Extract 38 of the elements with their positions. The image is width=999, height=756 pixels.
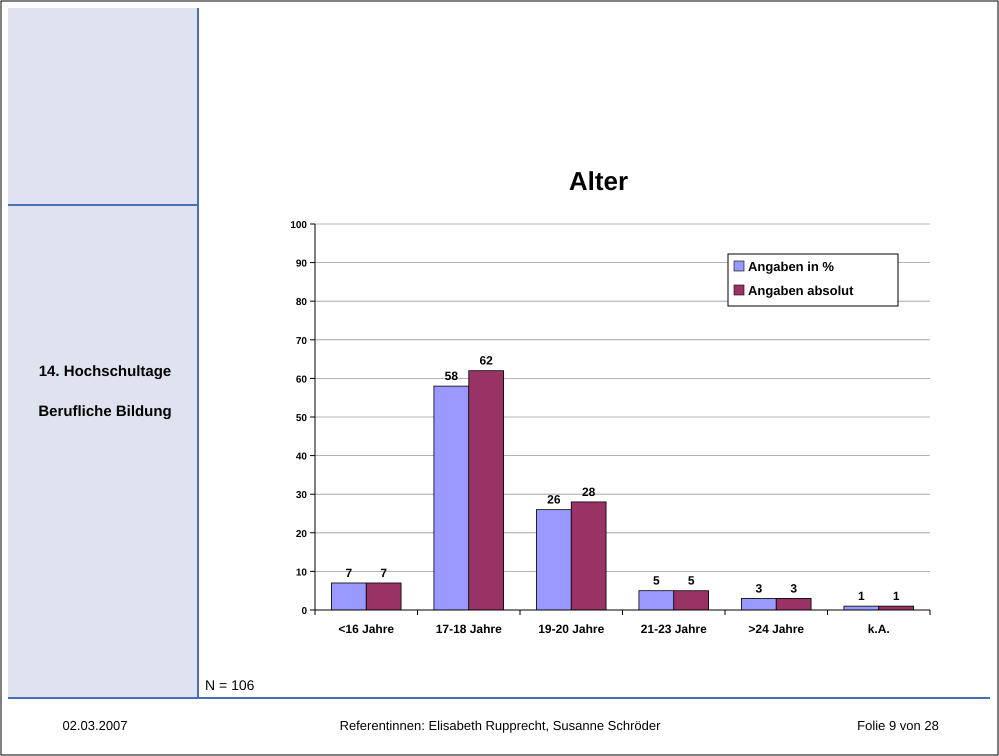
- y-tick-label: 70: [296, 336, 308, 347]
- y-tick-label: 30: [296, 490, 308, 502]
- y-tick-label: 90: [296, 258, 308, 270]
- x-tick-label: <16 Jahre: [338, 622, 394, 636]
- data-label: 7: [345, 566, 352, 580]
- y-tick-label: 10: [296, 567, 308, 578]
- data-label: 5: [652, 574, 660, 588]
- text: 02.03.2007: [62, 718, 128, 733]
- x-tick-label: 21-23 Jahre: [640, 622, 708, 636]
- y-tick-label: 100: [290, 220, 308, 231]
- y-tick-label: 80: [296, 297, 308, 308]
- text: Folie 9 von 28: [857, 718, 939, 733]
- y-tick-label: 20: [296, 528, 308, 540]
- text: N = 106: [205, 677, 255, 693]
- data-label: 3: [755, 581, 762, 596]
- data-label: 62: [479, 354, 494, 368]
- text: Berufliche Bildung: [38, 403, 172, 420]
- text: 14. Hochschultage: [38, 363, 172, 380]
- y-tick-label: 50: [296, 413, 308, 424]
- y-tick-label: 60: [296, 374, 308, 386]
- x-tick-label: 19-20 Jahre: [538, 622, 605, 636]
- legend-label: Angaben absolut: [748, 283, 854, 298]
- data-label: 1: [858, 589, 865, 604]
- text: Referentinnen: Elisabeth Rupprecht, Susanne Schröder: [340, 718, 662, 733]
- chart-title: Alter: [568, 166, 628, 196]
- data-label: 5: [688, 574, 695, 588]
- data-label: 26: [547, 492, 561, 507]
- y-tick-label: 0: [301, 606, 308, 617]
- legend-label: Angaben in %: [748, 259, 834, 274]
- x-tick-label: >24 Jahre: [748, 622, 804, 636]
- x-tick-label: 17-18 Jahre: [436, 622, 502, 636]
- data-label: 7: [380, 566, 388, 580]
- data-label: 58: [444, 369, 458, 384]
- y-tick-label: 40: [296, 452, 308, 463]
- data-label: 28: [582, 484, 596, 499]
- x-tick-label: k.A.: [868, 622, 890, 636]
- data-label: 3: [790, 581, 798, 596]
- data-label: 1: [892, 589, 900, 604]
